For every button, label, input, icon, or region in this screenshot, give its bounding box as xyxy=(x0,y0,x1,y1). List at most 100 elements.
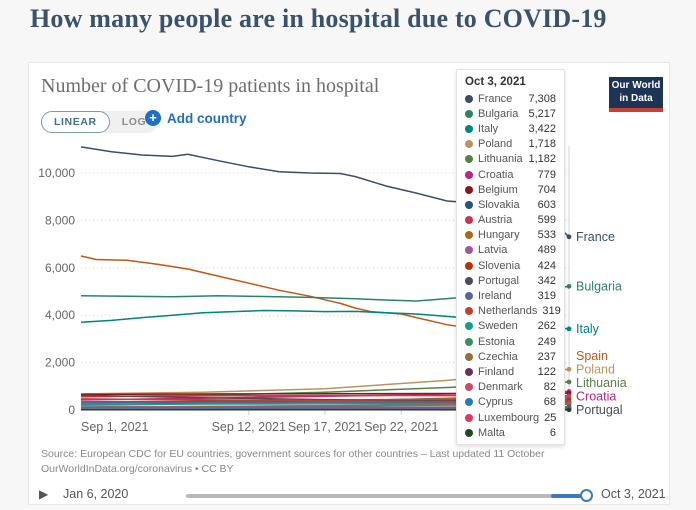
tooltip-row: Hungary 533 xyxy=(457,228,564,243)
end-label-bulgaria[interactable]: Bulgaria xyxy=(576,279,622,293)
page-title: How many people are in hospital due to C… xyxy=(30,4,607,33)
tooltip-value: 319 xyxy=(537,290,556,303)
tooltip-country: Cyprus xyxy=(478,396,513,409)
timeline-start-date[interactable]: Jan 6, 2020 xyxy=(63,487,129,501)
series-color-dot-icon xyxy=(465,383,473,392)
tooltip-value: 25 xyxy=(544,411,557,424)
tooltip-row: Lithuania 1,182 xyxy=(457,152,564,167)
tooltip-row: Malta 6 xyxy=(457,425,564,440)
owid-logo-line2: in Data xyxy=(619,92,653,104)
series-color-dot-icon xyxy=(465,307,473,316)
owid-logo-line1: Our World xyxy=(611,80,661,91)
tooltip-country: Malta xyxy=(478,426,505,439)
tooltip-country: Estonia xyxy=(478,335,515,348)
tooltip-row: Austria 599 xyxy=(457,213,564,228)
series-color-dot-icon xyxy=(465,185,473,194)
tooltip-value: 319 xyxy=(542,305,561,318)
tooltip-country: Belgium xyxy=(478,183,518,196)
tooltip-value: 1,718 xyxy=(528,138,556,151)
scale-toggle: LINEAR LOG xyxy=(41,111,159,133)
source-line1: Source: European CDC for EU countries, g… xyxy=(41,448,545,460)
series-color-dot-icon xyxy=(465,398,473,407)
add-country-button[interactable]: + Add country xyxy=(145,110,247,126)
tooltip-value: 603 xyxy=(537,198,556,211)
tooltip-country: Finland xyxy=(478,365,515,378)
timeline-handle[interactable] xyxy=(580,489,593,502)
tooltip-value: 704 xyxy=(537,183,556,196)
series-color-dot-icon xyxy=(465,261,473,270)
series-color-dot-icon xyxy=(465,352,473,361)
tooltip-country: Austria xyxy=(478,214,513,227)
series-color-dot-icon xyxy=(465,140,473,149)
tooltip-row: Luxembourg 25 xyxy=(457,410,564,425)
series-color-dot-icon xyxy=(465,200,473,209)
tooltip-country: Italy xyxy=(478,122,499,135)
tooltip-value: 599 xyxy=(537,214,556,227)
source-line2: OurWorldInData.org/coronavirus • CC BY xyxy=(41,462,234,475)
series-end-dot-italy xyxy=(566,326,572,332)
series-color-dot-icon xyxy=(465,94,473,103)
series-color-dot-icon xyxy=(465,292,473,301)
linear-toggle-button[interactable]: LINEAR xyxy=(41,111,110,133)
x-axis-tick-label: Sep 22, 2021 xyxy=(364,420,438,434)
source-note: Source: European CDC for EU countries, g… xyxy=(41,447,561,476)
tooltip-row: Denmark 82 xyxy=(457,380,564,395)
tooltip-row: Belgium 704 xyxy=(457,182,564,197)
y-axis-tick-label: 10,000 xyxy=(38,166,75,180)
y-axis-tick-label: 0 xyxy=(68,403,75,417)
add-country-label: Add country xyxy=(167,110,247,126)
tooltip-country: Czechia xyxy=(478,350,518,363)
play-icon[interactable]: ▶ xyxy=(39,487,49,501)
tooltip-value: 5,217 xyxy=(528,107,556,120)
owid-logo[interactable]: Our World in Data xyxy=(609,77,663,112)
tooltip-row: Slovakia 603 xyxy=(457,197,564,212)
series-end-dot-poland xyxy=(566,366,572,372)
log-toggle-button[interactable]: LOG xyxy=(121,116,147,128)
tooltip-value: 6 xyxy=(549,426,556,439)
timeline-end-date[interactable]: Oct 3, 2021 xyxy=(601,487,666,501)
end-label-lithuania[interactable]: Lithuania xyxy=(576,376,627,390)
tooltip-row: Ireland 319 xyxy=(457,288,564,303)
tooltip-row: France 7,308 xyxy=(457,91,564,106)
end-label-france[interactable]: France xyxy=(576,230,615,244)
tooltip-row: Netherlands 319 xyxy=(457,304,564,319)
tooltip-value: 533 xyxy=(537,229,556,242)
hospitalization-line-chart: 0 2,000 4,000 6,000 8,000 10,000 Sep 1, 2021 Se… xyxy=(38,146,627,434)
tooltip-row: Sweden 262 xyxy=(457,319,564,334)
y-axis-tick-label: 6,000 xyxy=(45,261,75,275)
end-label-poland[interactable]: Poland xyxy=(576,363,615,377)
end-label-portugal[interactable]: Portugal xyxy=(576,403,623,417)
tooltip-value: 237 xyxy=(537,350,556,363)
tooltip-row: Cyprus 68 xyxy=(457,395,564,410)
tooltip-country: France xyxy=(478,92,513,105)
chart-title: Number of COVID-19 patients in hospital xyxy=(41,75,380,97)
y-axis-tick-label: 8,000 xyxy=(45,213,75,227)
series-end-dot-malta xyxy=(566,407,572,413)
tooltip-value: 82 xyxy=(543,381,556,394)
series-color-dot-icon xyxy=(465,367,473,376)
series-color-dot-icon xyxy=(465,246,473,255)
tooltip-country: Croatia xyxy=(478,168,514,181)
tooltip-value: 122 xyxy=(537,365,556,378)
series-color-dot-icon xyxy=(465,337,473,346)
tooltip-value: 7,308 xyxy=(528,92,556,105)
series-color-dot-icon xyxy=(465,216,473,225)
tooltip-value: 489 xyxy=(537,244,556,257)
x-axis-tick-label: Sep 1, 2021 xyxy=(81,420,148,434)
tooltip-value: 262 xyxy=(537,320,556,333)
series-color-dot-icon xyxy=(465,276,473,285)
tooltip-value: 342 xyxy=(537,274,556,287)
tooltip-value: 1,182 xyxy=(528,153,556,166)
series-color-dot-icon xyxy=(465,170,473,179)
tooltip-row: Italy 3,422 xyxy=(457,121,564,136)
tooltip-row: Slovenia 424 xyxy=(457,258,564,273)
tooltip-value: 779 xyxy=(537,168,556,181)
end-label-croatia[interactable]: Croatia xyxy=(576,390,616,404)
tooltip-row: Poland 1,718 xyxy=(457,137,564,152)
series-end-dot-lithuania xyxy=(566,379,572,385)
tooltip-country: Luxembourg xyxy=(478,411,540,424)
timeline-track[interactable] xyxy=(186,494,584,498)
end-label-italy[interactable]: Italy xyxy=(576,322,600,336)
end-label-spain[interactable]: Spain xyxy=(576,349,608,363)
tooltip-row: Estonia 249 xyxy=(457,334,564,349)
